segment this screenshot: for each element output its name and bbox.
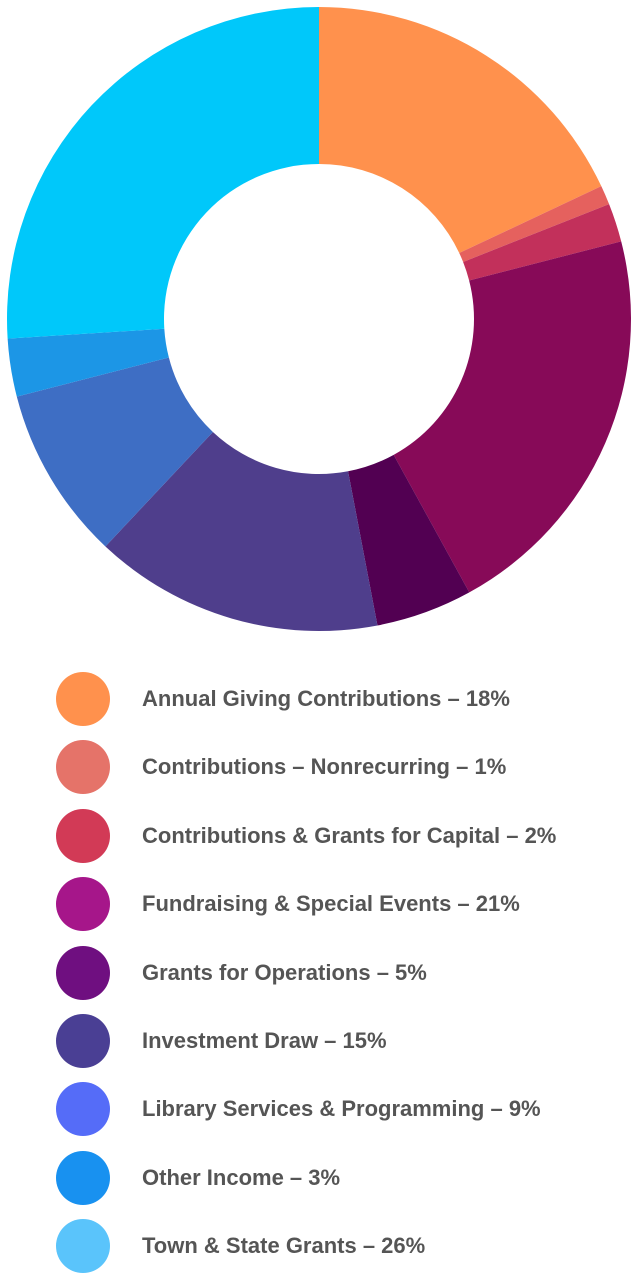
legend-swatch bbox=[56, 1082, 110, 1137]
donut-chart bbox=[6, 7, 631, 632]
legend-label: Other Income – 3% bbox=[142, 1164, 341, 1190]
legend-label: Grants for Operations – 5% bbox=[142, 959, 427, 985]
legend-swatch bbox=[56, 672, 110, 726]
donut-chart-svg bbox=[6, 7, 631, 632]
donut-slice-2 bbox=[463, 204, 622, 281]
legend-swatch bbox=[56, 808, 110, 863]
legend-swatch bbox=[56, 740, 110, 795]
legend-item: Town & State Grants – 26% bbox=[56, 1219, 616, 1274]
legend-item: Grants for Operations – 5% bbox=[56, 945, 616, 1000]
donut-slice-8 bbox=[6, 7, 319, 339]
legend-item: Contributions – Nonrecurring – 1% bbox=[56, 740, 616, 795]
legend-swatch bbox=[56, 877, 110, 932]
legend-swatch bbox=[56, 1014, 110, 1068]
legend-swatch bbox=[56, 1219, 110, 1274]
legend-label: Fundraising & Special Events – 21% bbox=[142, 891, 520, 917]
legend-item: Investment Draw – 15% bbox=[56, 1014, 616, 1068]
legend-label: Library Services & Programming – 9% bbox=[142, 1096, 541, 1122]
donut-slice-6 bbox=[16, 357, 213, 547]
donut-slice-0 bbox=[319, 7, 602, 254]
legend-label: Contributions – Nonrecurring – 1% bbox=[142, 754, 507, 780]
legend-label: Investment Draw – 15% bbox=[142, 1028, 387, 1053]
legend-item: Annual Giving Contributions – 18% bbox=[56, 672, 616, 726]
donut-slice-5 bbox=[105, 431, 378, 632]
donut-slice-1 bbox=[459, 186, 610, 262]
legend-swatch bbox=[56, 945, 110, 1000]
legend-label: Town & State Grants – 26% bbox=[142, 1233, 426, 1259]
donut-slice-7 bbox=[7, 328, 169, 397]
donut-slice-3 bbox=[393, 241, 631, 593]
legend-item: Contributions & Grants for Capital – 2% bbox=[56, 808, 616, 863]
legend-label: Contributions & Grants for Capital – 2% bbox=[142, 822, 557, 848]
legend-item: Library Services & Programming – 9% bbox=[56, 1082, 616, 1137]
legend-item: Other Income – 3% bbox=[56, 1150, 616, 1205]
legend-label: Annual Giving Contributions – 18% bbox=[142, 686, 510, 711]
legend-swatch bbox=[56, 1150, 110, 1205]
donut-slice-4 bbox=[348, 454, 470, 626]
legend-item: Fundraising & Special Events – 21% bbox=[56, 877, 616, 932]
